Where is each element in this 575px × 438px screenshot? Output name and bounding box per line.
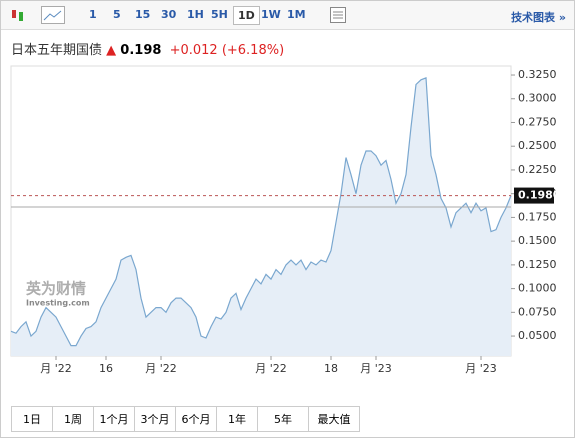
y-tick-label: 0.0750 — [518, 305, 557, 318]
y-tick-label: 0.3000 — [518, 92, 557, 105]
x-tick-label: 18 — [324, 362, 338, 375]
interval-button[interactable]: 1H — [187, 8, 204, 21]
y-tick-label: 0.2750 — [518, 115, 557, 128]
area-fill — [11, 77, 511, 357]
toolbar: 技术图表 » 1 5 15 30 1H 5H 1D 1W 1M — [1, 1, 574, 30]
watermark-site: Investing.com — [26, 299, 90, 308]
y-tick-label: 0.3250 — [518, 68, 557, 81]
last-price-label: 0.1980 — [518, 189, 561, 202]
range-bar: 1日 1周 1个月 3个月 6个月 1年 5年 最大值 — [11, 406, 360, 432]
area-icon[interactable] — [41, 6, 65, 24]
chart: 0.05000.07500.10000.12500.15000.17500.20… — [10, 65, 561, 375]
x-tick-label: 月 '23 — [465, 362, 497, 375]
x-tick-label: 月 '23 — [360, 362, 392, 375]
range-button[interactable]: 1周 — [52, 406, 94, 432]
y-tick-label: 0.2250 — [518, 163, 557, 176]
price-line — [10, 77, 512, 347]
range-button[interactable]: 5年 — [257, 406, 309, 432]
interval-button[interactable]: 15 — [135, 8, 151, 21]
quote-header: 日本五年期国债 ▲ 0.198 +0.012 (+6.18%) — [11, 39, 284, 58]
y-tick-label: 0.0500 — [518, 329, 557, 342]
y-tick-label: 0.1750 — [518, 210, 557, 223]
candle-icon[interactable] — [9, 7, 27, 23]
change-pct: (+6.18%) — [221, 43, 285, 58]
interval-button[interactable]: 1D — [233, 6, 260, 25]
price: 0.198 — [120, 43, 162, 58]
interval-button[interactable]: 5H — [211, 8, 228, 21]
y-tick-label: 0.1250 — [518, 258, 557, 271]
interval-button[interactable]: 1 — [89, 8, 97, 21]
x-tick-label: 月 '22 — [255, 362, 287, 375]
range-button[interactable]: 1个月 — [93, 406, 135, 432]
x-tick-label: 16 — [99, 362, 113, 375]
range-button[interactable]: 3个月 — [134, 406, 176, 432]
range-button[interactable]: 最大值 — [308, 406, 360, 432]
last-price-box — [514, 187, 554, 204]
range-button[interactable]: 1日 — [11, 406, 53, 432]
x-tick-label: 月 '22 — [145, 362, 177, 375]
range-button[interactable]: 1年 — [216, 406, 258, 432]
x-tick-label: 月 '22 — [40, 362, 72, 375]
interval-button[interactable]: 1M — [287, 8, 306, 21]
y-tick-label: 0.1000 — [518, 282, 557, 295]
change: +0.012 — [169, 43, 218, 58]
interval-button[interactable]: 1W — [261, 8, 281, 21]
tech-chart-link[interactable]: 技术图表 » — [511, 11, 566, 24]
y-tick-label: 0.2500 — [518, 139, 557, 152]
up-arrow: ▲ — [106, 43, 117, 58]
range-button[interactable]: 6个月 — [175, 406, 217, 432]
interval-button[interactable]: 30 — [161, 8, 177, 21]
settings-icon[interactable] — [329, 6, 347, 24]
instrument-name: 日本五年期国债 — [11, 43, 103, 58]
interval-button[interactable]: 5 — [113, 8, 121, 21]
watermark-brand: 英为财情 — [26, 280, 86, 298]
y-tick-label: 0.1500 — [518, 234, 557, 247]
